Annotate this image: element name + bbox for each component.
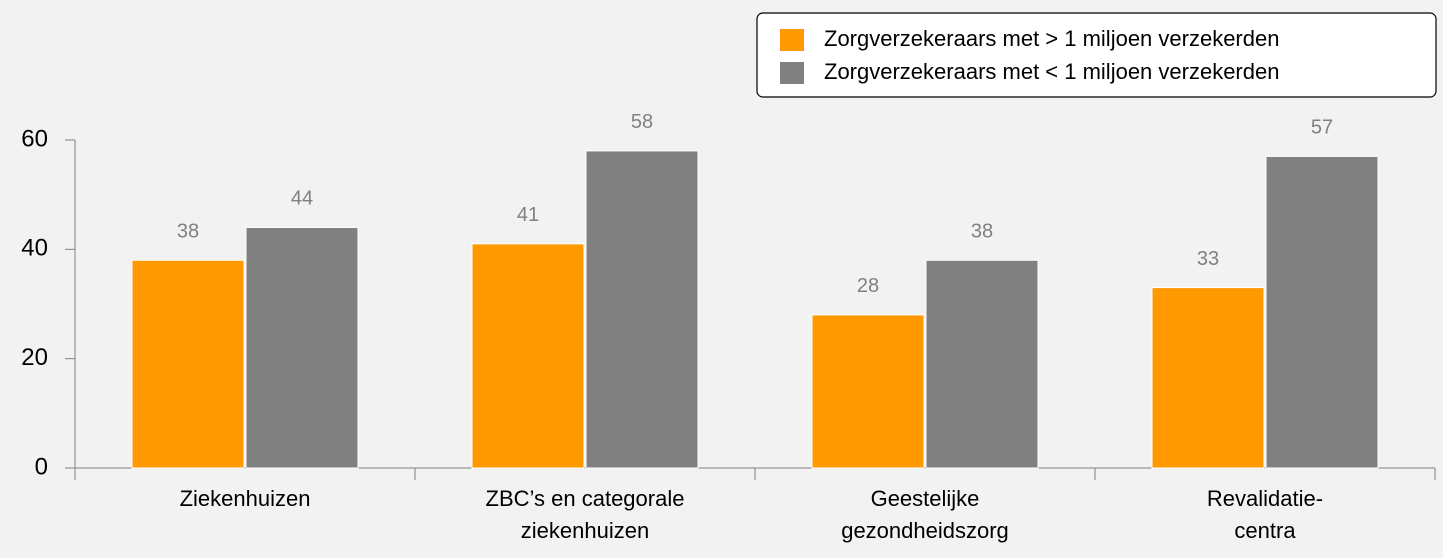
y-tick-label: 60 [21,125,48,152]
value-label: 38 [971,221,993,243]
y-tick-label: 20 [21,344,48,371]
x-tick-label-line: Geestelijke [871,486,980,511]
x-tick-label-line: ziekenhuizen [521,518,649,543]
value-label: 44 [291,188,313,210]
x-tick-label-line: Revalidatie- [1207,486,1323,511]
value-label: 28 [857,275,879,297]
value-label: 38 [177,221,199,243]
bar [245,226,359,469]
value-label: 33 [1197,248,1219,270]
bar [925,259,1039,469]
legend-box [756,12,1437,98]
bar [1265,155,1379,469]
x-tick-label: Geestelijke gezondheidszorg [841,486,1009,543]
x-tick-label-line: centra [1234,518,1296,543]
value-label: 57 [1311,117,1333,139]
x-tick-label-line: Ziekenhuizen [180,486,311,511]
x-tick-label-line: gezondheidszorg [841,518,1009,543]
bar [131,259,245,469]
legend-label: Zorgverzekeraars met > 1 miljoen verzeke… [824,26,1279,51]
x-tick-label: ZBC’s en categorale ziekenhuizen [486,486,685,543]
bar [471,243,585,469]
bar [811,314,925,469]
y-tick-label: 40 [21,235,48,262]
value-label: 58 [631,111,653,133]
legend-swatch [780,29,804,51]
y-tick-label: 0 [35,453,48,480]
legend-swatch [780,62,804,84]
value-label: 41 [517,204,539,226]
x-tick-label: Ziekenhuizen [180,486,311,511]
bar [1151,287,1265,469]
legend-label: Zorgverzekeraars met < 1 miljoen verzeke… [824,59,1279,84]
x-tick-label-line: ZBC’s en categorale [486,486,685,511]
bar [585,150,699,469]
x-tick-label: Revalidatie-centra [1207,486,1323,543]
